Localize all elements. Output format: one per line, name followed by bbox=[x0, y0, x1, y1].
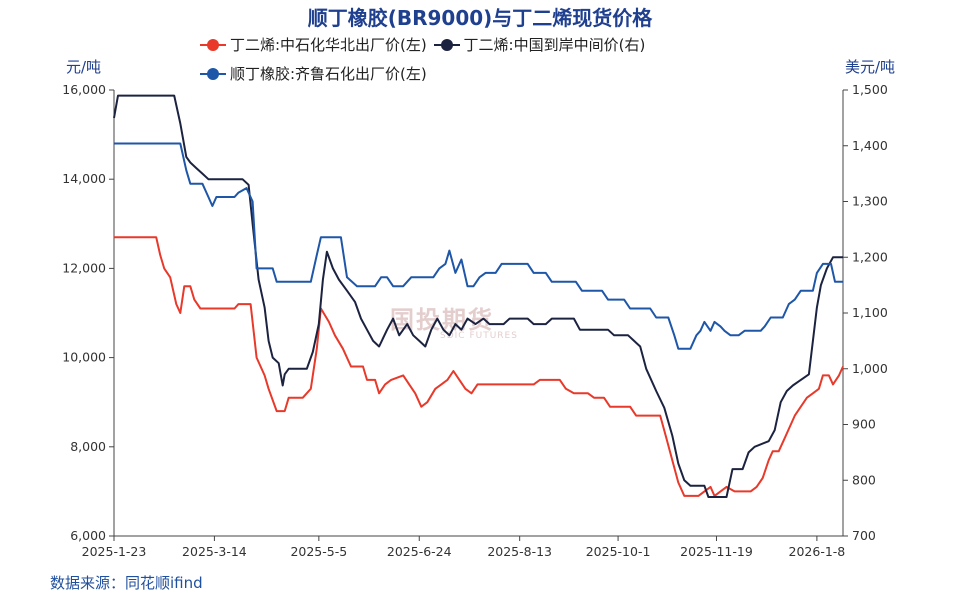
legend-label: 丁二烯:中石化华北出厂价(左) bbox=[230, 36, 427, 54]
axes: 6,000 8,000 10,000 12,000 14,000 16,000 700 800… bbox=[62, 82, 888, 559]
right-tick-label: 1,000 bbox=[852, 361, 888, 376]
legend-row-1: 丁二烯:中石化华北出厂价(左) 丁二烯:中国到岸中间价(右) bbox=[200, 34, 647, 56]
legend-marker-dark bbox=[433, 38, 460, 52]
left-tick-label: 10,000 bbox=[62, 350, 106, 365]
chart-title: 顺丁橡胶(BR9000)与丁二烯现货价格 bbox=[307, 6, 653, 30]
left-tick-label: 16,000 bbox=[62, 82, 106, 97]
legend-item-br9000-qilu: 顺丁橡胶:齐鲁石化出厂价(左) bbox=[200, 63, 427, 84]
right-tick-label: 900 bbox=[852, 417, 876, 432]
series-line-2 bbox=[114, 142, 843, 350]
x-tick-label: 2025-8-13 bbox=[487, 544, 552, 559]
data-source: 数据来源：同花顺ifind bbox=[50, 574, 203, 592]
right-tick-label: 800 bbox=[852, 472, 876, 487]
right-tick-label: 1,300 bbox=[852, 194, 888, 209]
series-lines bbox=[113, 94, 844, 498]
right-axis-unit: 美元/吨 bbox=[845, 58, 896, 76]
series-line-1 bbox=[113, 94, 843, 498]
legend-label: 顺丁橡胶:齐鲁石化出厂价(左) bbox=[230, 65, 427, 83]
right-tick-label: 1,100 bbox=[852, 305, 888, 320]
left-tick-label: 12,000 bbox=[62, 260, 106, 275]
watermark: 国投期货 SDIC FUTURES bbox=[390, 300, 518, 341]
x-tick-label: 2025-10-1 bbox=[586, 544, 651, 559]
legend-marker-red bbox=[200, 38, 226, 52]
legend-row-2: 顺丁橡胶:齐鲁石化出厂价(左) bbox=[200, 63, 429, 85]
x-tick-label: 2025-1-23 bbox=[82, 544, 147, 559]
x-tick-label: 2026-1-8 bbox=[789, 544, 846, 559]
legend-marker-blue bbox=[200, 67, 226, 81]
series-line-0 bbox=[114, 236, 844, 497]
left-tick-label: 14,000 bbox=[62, 171, 106, 186]
legend-item-butadiene-sinopec: 丁二烯:中石化华北出厂价(左) bbox=[200, 34, 427, 55]
left-axis-unit: 元/吨 bbox=[66, 58, 102, 76]
watermark-en: SDIC FUTURES bbox=[440, 331, 518, 341]
legend-label: 丁二烯:中国到岸中间价(右) bbox=[463, 36, 646, 54]
right-tick-label: 700 bbox=[852, 528, 876, 543]
right-tick-label: 1,200 bbox=[852, 249, 888, 264]
x-tick-label: 2025-3-14 bbox=[182, 544, 247, 559]
x-tick-label: 2025-6-24 bbox=[387, 544, 452, 559]
watermark-cn: 国投期货 bbox=[390, 306, 494, 334]
x-tick-label: 2025-11-19 bbox=[680, 544, 753, 559]
right-tick-label: 1,400 bbox=[852, 138, 888, 153]
legend-item-butadiene-cfr: 丁二烯:中国到岸中间价(右) bbox=[433, 34, 646, 55]
right-tick-label: 1,500 bbox=[852, 82, 888, 97]
x-tick-label: 2025-5-5 bbox=[290, 544, 347, 559]
left-tick-label: 6,000 bbox=[70, 528, 106, 543]
left-tick-label: 8,000 bbox=[70, 439, 106, 454]
